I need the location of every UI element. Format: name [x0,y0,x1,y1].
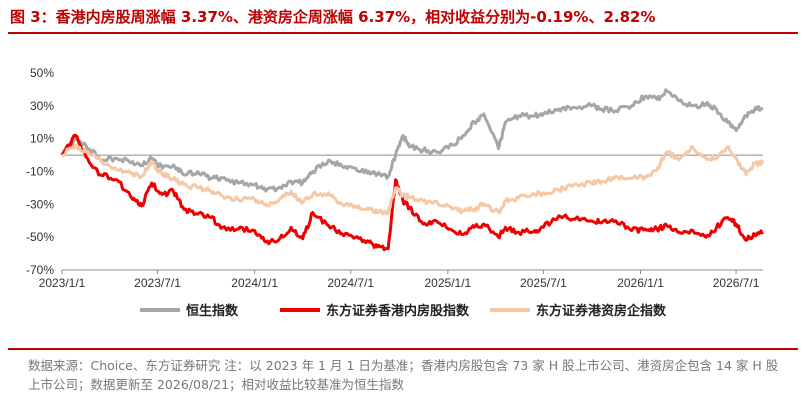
x-tick-label: 2026/1/1 [617,276,664,290]
title-divider [8,32,798,34]
x-tick-label: 2024/7/1 [327,276,374,290]
y-tick-label: -10% [26,165,54,179]
footer-divider [8,348,798,350]
x-tick-label: 2026/7/1 [713,276,760,290]
y-tick-label: 10% [30,132,54,146]
series-line-2 [60,133,764,252]
x-tick-label: 2025/7/1 [520,276,567,290]
y-tick-label: 50% [30,66,54,80]
series-line-1 [60,88,764,193]
source-note: 数据来源：Choice、东方证券研究 注：以 2023 年 1 月 1 日为基准… [28,358,779,392]
y-tick-label: -30% [26,197,54,211]
x-tick-label: 2024/1/1 [231,276,278,290]
y-tick-label: 30% [30,99,54,113]
series-line-3 [61,143,765,216]
figure-title: 图 3：香港内房股周涨幅 3.37%、港资房企周涨幅 6.37%，相对收益分别为… [10,8,656,26]
y-tick-label: -70% [26,263,54,277]
x-tick-label: 2023/7/1 [134,276,181,290]
legend-label-3: 东方证券港资房企指数 [536,303,667,319]
x-tick-label: 2025/1/1 [425,276,472,290]
y-tick-label: -50% [26,230,54,244]
line-chart: 50% 30% 10% -10% -30% -50% -70%2023/1/1 2023/7/… [26,66,765,319]
x-tick-label: 2023/1/1 [39,276,86,290]
legend-label-2: 东方证券香港内房股指数 [326,303,470,319]
legend-label-1: 恒生指数 [186,303,239,319]
